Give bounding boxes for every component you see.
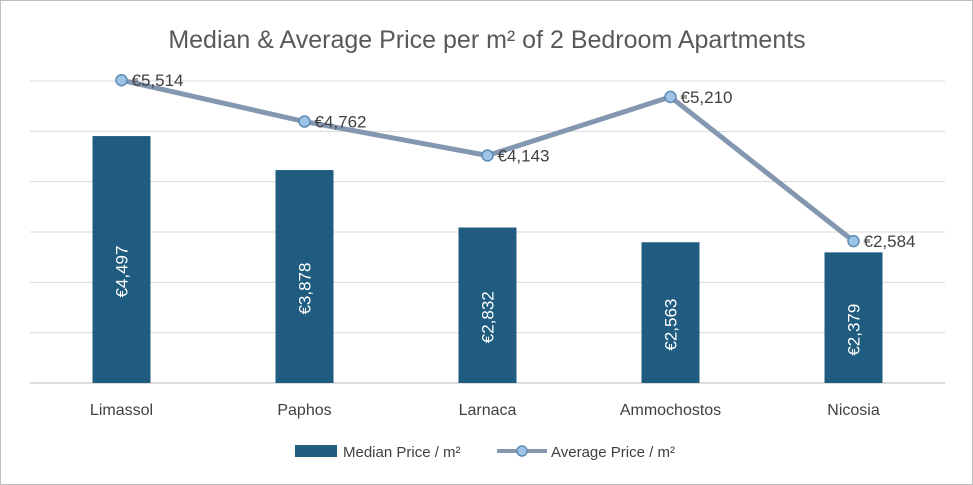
bar-ammochostos [641,242,700,383]
bar-data-labels: €4,497 €3,878 €2,832 €2,563 €2,379 [113,246,864,356]
x-axis-ticks: Limassol Paphos Larnaca Ammochostos Nicosia [90,402,880,419]
legend-label-average: Average Price / m² [551,444,675,461]
line-point-nicosia [847,234,860,248]
x-tick-label: Nicosia [827,402,880,419]
bar-value-label: €2,379 [845,304,864,356]
line-point-paphos [298,115,311,128]
line-point-limassol [115,73,128,87]
legend-label-median: Median Price / m² [343,444,461,461]
x-tick-label: Larnaca [459,402,517,419]
bar-value-label: €2,832 [479,291,498,343]
bar-larnaca [458,227,517,383]
line-data-labels: €5,514 €4,762 €4,143 €5,210 €2,584 [132,71,916,251]
x-tick-label: Ammochostos [620,402,721,419]
line-value-label: €4,143 [498,147,550,166]
gridlines [30,80,945,384]
line-value-label: €5,210 [681,88,733,107]
bar-nicosia [824,252,883,383]
x-tick-label: Limassol [90,402,153,419]
bar-value-label: €4,497 [113,246,132,298]
chart-title: Median & Average Price per m² of 2 Bedro… [168,26,805,54]
bar-value-label: €3,878 [296,263,315,315]
legend-swatch-median [295,445,337,457]
line-point-ammochostos [664,90,677,104]
legend-swatch-average-marker [516,445,528,457]
bar-limassol [92,136,151,383]
bar-value-label: €2,563 [662,299,681,351]
x-tick-label: Paphos [277,402,331,419]
line-value-label: €2,584 [864,232,916,251]
line-series [115,73,860,248]
line-value-label: €4,762 [315,113,367,132]
line-value-label: €5,514 [132,71,184,90]
bar-series [92,136,883,383]
bar-paphos [275,170,334,383]
legend: Median Price / m² Average Price / m² [295,444,675,461]
line-point-larnaca [481,149,494,162]
